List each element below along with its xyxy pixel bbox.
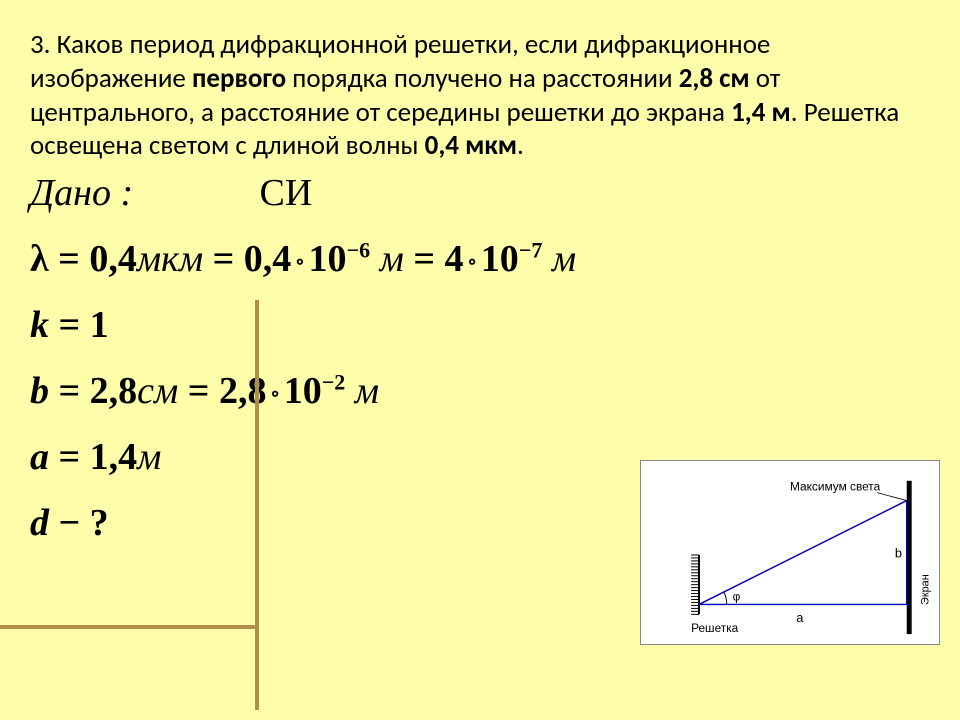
op: = — [49, 370, 90, 412]
heading-row: Дано : СИ — [30, 171, 960, 215]
dot: ∘ — [464, 251, 481, 272]
bold-a: 1,4 м — [731, 96, 791, 129]
sym: a — [30, 436, 49, 478]
diffraction-diagram: a b φ Решетка Максимум света Экран — [640, 460, 940, 645]
val: 1 — [90, 304, 109, 346]
sym: k — [30, 304, 49, 346]
ten: 10 — [481, 238, 519, 280]
svg-text:Максимум света: Максимум света — [790, 480, 881, 494]
exp: −2 — [322, 369, 346, 394]
svg-text:φ: φ — [733, 589, 741, 603]
val: 2,8 — [90, 370, 138, 412]
unit: м — [552, 238, 576, 280]
val: 2,8 — [219, 370, 267, 412]
eq-lambda: λ = 0,4мкм = 0,4∘10−6 м = 4∘10−7 м — [30, 237, 960, 281]
unit: м — [380, 238, 404, 280]
frame-vertical-line — [255, 300, 259, 710]
sym: d — [30, 502, 49, 544]
exp: −6 — [347, 237, 371, 262]
unit: см — [137, 370, 178, 412]
frame-horizontal-line — [0, 625, 255, 629]
unit: м — [355, 370, 379, 412]
dano-label: Дано : — [30, 171, 250, 215]
val: 0,4 — [244, 238, 292, 280]
sym: λ — [30, 238, 49, 280]
op: = — [178, 370, 219, 412]
op: = — [49, 238, 90, 280]
op: = — [404, 238, 445, 280]
eq-b: b = 2,8см = 2,8∘10−2 м — [30, 369, 960, 413]
unit: мкм — [137, 238, 203, 280]
bold-first: первого — [192, 62, 286, 95]
val: 1,4 — [90, 436, 138, 478]
val: 4 — [445, 238, 464, 280]
q: ? — [90, 502, 109, 544]
text: . — [517, 129, 524, 162]
ten: 10 — [309, 238, 347, 280]
eq-k: k = 1 — [30, 303, 960, 347]
bold-lambda: 0,4 мкм — [425, 129, 517, 162]
dot: ∘ — [266, 383, 283, 404]
ten: 10 — [284, 370, 322, 412]
si-label: СИ — [260, 172, 313, 214]
exp: −7 — [519, 237, 543, 262]
unit: м — [137, 436, 161, 478]
svg-text:Экран: Экран — [919, 574, 931, 605]
op: = — [49, 436, 90, 478]
problem-statement: 3. Каков период дифракционной решетки, е… — [0, 0, 960, 163]
svg-text:b: b — [895, 545, 902, 560]
val: 0,4 — [89, 238, 137, 280]
svg-text:Решетка: Решетка — [691, 621, 739, 635]
op: = — [49, 304, 90, 346]
text: порядка получено на расстоянии — [286, 62, 678, 95]
dot: ∘ — [291, 251, 308, 272]
svg-text:a: a — [796, 610, 804, 625]
bold-b: 2,8 см — [679, 62, 750, 95]
dash: − — [49, 502, 90, 544]
sym: b — [30, 370, 49, 412]
op: = — [203, 238, 244, 280]
